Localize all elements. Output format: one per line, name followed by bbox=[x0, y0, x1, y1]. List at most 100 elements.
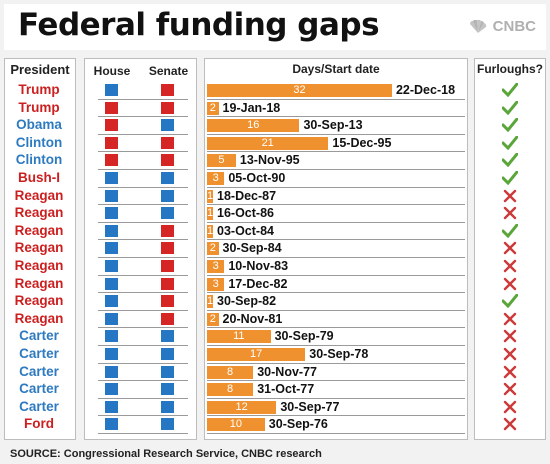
title-bar: Federal funding gaps CNBC bbox=[4, 4, 546, 50]
start-date-label: 30-Sep-84 bbox=[222, 241, 282, 256]
senate-party-marker bbox=[161, 400, 174, 413]
start-date-label: 03-Oct-84 bbox=[217, 223, 274, 238]
duration-bar: 5 bbox=[207, 154, 236, 168]
senate-party-marker bbox=[161, 172, 174, 184]
row-separator bbox=[207, 116, 465, 118]
house-senate-column bbox=[84, 58, 197, 440]
row-separator bbox=[207, 345, 465, 346]
check-icon bbox=[502, 118, 518, 133]
duration-bar: 2 bbox=[207, 242, 219, 256]
house-party-marker bbox=[105, 172, 118, 184]
start-date-label: 05-Oct-90 bbox=[228, 171, 286, 185]
senate-header: Senate bbox=[148, 64, 189, 78]
row-separator bbox=[98, 345, 188, 346]
row-separator bbox=[207, 257, 465, 258]
house-party-marker bbox=[105, 277, 118, 290]
furloughs-header: Furloughs? bbox=[477, 62, 543, 76]
check-icon bbox=[502, 100, 518, 115]
row-separator bbox=[207, 186, 465, 188]
house-party-marker bbox=[105, 207, 118, 220]
house-party-marker bbox=[105, 295, 118, 308]
start-date-label: 30-Sep-79 bbox=[274, 329, 334, 344]
row-separator bbox=[207, 274, 465, 276]
president-column bbox=[4, 58, 76, 440]
house-party-marker bbox=[105, 348, 118, 360]
duration-bar: 1 bbox=[207, 189, 214, 203]
row-separator bbox=[98, 309, 188, 311]
duration-bar: 10 bbox=[207, 418, 265, 432]
row-separator bbox=[207, 433, 465, 434]
president-name: Reagan bbox=[14, 310, 64, 326]
senate-party-marker bbox=[161, 277, 174, 290]
senate-party-marker bbox=[161, 330, 174, 343]
start-date-label: 19-Jan-18 bbox=[222, 100, 281, 115]
president-name: Reagan bbox=[14, 240, 64, 256]
senate-party-marker bbox=[161, 207, 174, 220]
house-party-marker bbox=[105, 101, 118, 114]
duration-bar: 1 bbox=[207, 207, 214, 221]
row-separator bbox=[98, 186, 188, 188]
duration-bar: 17 bbox=[207, 348, 306, 361]
cross-icon bbox=[503, 418, 517, 431]
start-date-label: 10-Nov-83 bbox=[228, 259, 289, 273]
cross-icon bbox=[503, 189, 517, 202]
start-date-label: 30-Sep-77 bbox=[280, 399, 340, 414]
cnbc-logo: CNBC bbox=[468, 18, 536, 35]
row-separator bbox=[98, 274, 188, 276]
start-date-label: 22-Dec-18 bbox=[395, 83, 456, 97]
house-party-marker bbox=[105, 418, 118, 431]
row-separator bbox=[207, 327, 465, 329]
house-party-marker bbox=[105, 224, 118, 237]
start-date-label: 16-Oct-86 bbox=[217, 206, 274, 221]
president-name: Reagan bbox=[14, 293, 64, 309]
president-name: Carter bbox=[19, 328, 59, 344]
start-date-label: 20-Nov-81 bbox=[222, 311, 283, 326]
senate-party-marker bbox=[161, 84, 174, 96]
cross-icon bbox=[503, 347, 517, 361]
start-date-label: 17-Dec-82 bbox=[228, 276, 288, 291]
start-date-label: 30-Nov-77 bbox=[257, 364, 317, 379]
duration-bar: 2 bbox=[207, 312, 219, 326]
start-date-label: 30-Sep-78 bbox=[309, 347, 369, 361]
house-party-marker bbox=[105, 119, 118, 132]
row-separator bbox=[207, 415, 465, 417]
check-icon bbox=[502, 83, 518, 97]
row-separator bbox=[98, 169, 188, 170]
senate-party-marker bbox=[161, 348, 174, 360]
senate-party-marker bbox=[161, 242, 174, 255]
row-separator bbox=[207, 204, 465, 206]
start-date-label: 13-Nov-95 bbox=[239, 153, 300, 168]
senate-party-marker bbox=[161, 312, 174, 325]
senate-party-marker bbox=[161, 295, 174, 308]
duration-bar: 1 bbox=[207, 224, 214, 238]
row-separator bbox=[207, 169, 465, 170]
logo-text: CNBC bbox=[492, 18, 536, 35]
start-date-label: 30-Sep-13 bbox=[303, 118, 363, 133]
duration-bar: 8 bbox=[207, 365, 254, 379]
duration-bar: 3 bbox=[207, 172, 225, 185]
president-name: Trump bbox=[18, 99, 60, 115]
peacock-icon bbox=[469, 19, 486, 33]
duration-bar: 16 bbox=[207, 119, 300, 133]
start-date-label: 15-Dec-95 bbox=[332, 135, 392, 150]
row-separator bbox=[207, 309, 465, 311]
senate-party-marker bbox=[161, 101, 174, 114]
president-name: Ford bbox=[24, 416, 54, 432]
days-header: Days/Start date bbox=[292, 62, 380, 76]
start-date-label: 18-Dec-87 bbox=[217, 188, 277, 203]
president-name: Reagan bbox=[14, 275, 64, 291]
row-separator bbox=[98, 433, 188, 434]
start-date-label: 30-Sep-76 bbox=[268, 417, 328, 432]
house-party-marker bbox=[105, 84, 118, 96]
cross-icon bbox=[503, 400, 517, 413]
row-separator bbox=[98, 151, 188, 153]
row-separator bbox=[98, 397, 188, 399]
cross-icon bbox=[503, 365, 517, 378]
row-separator bbox=[98, 239, 188, 241]
duration-bar: 3 bbox=[207, 277, 225, 291]
president-name: Bush-I bbox=[18, 170, 60, 185]
president-name: Reagan bbox=[14, 258, 64, 273]
row-separator bbox=[98, 257, 188, 258]
senate-party-marker bbox=[161, 383, 174, 396]
president-name: Carter bbox=[19, 363, 59, 379]
